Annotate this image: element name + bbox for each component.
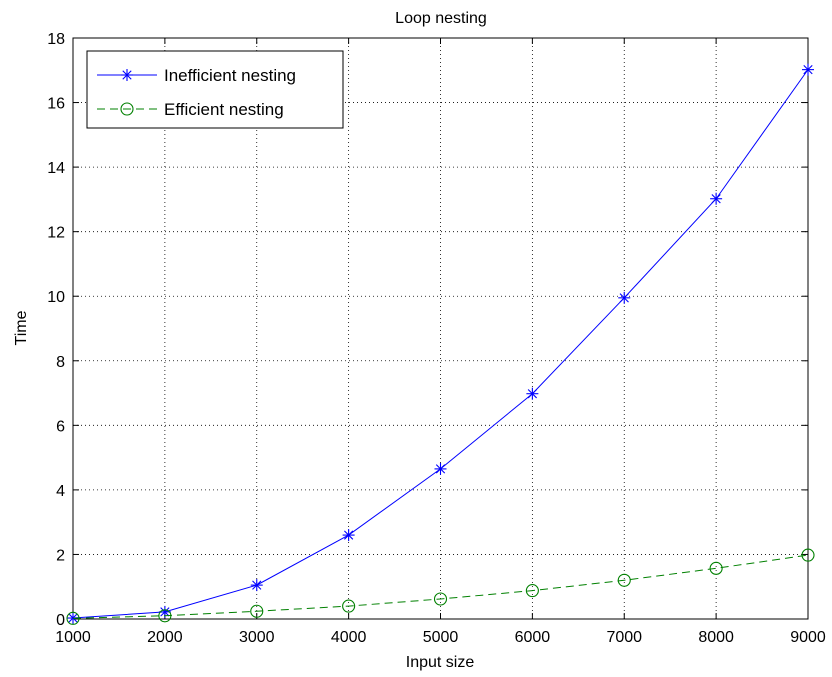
data-point: [802, 63, 814, 76]
data-point: [342, 529, 355, 542]
x-axis-label: Input size: [406, 654, 475, 671]
x-tick-label: 6000: [515, 629, 551, 646]
series-line: [72, 554, 809, 619]
series-line: [72, 69, 809, 619]
x-tick-label: 2000: [147, 629, 183, 646]
legend-entry: Inefficient nesting: [97, 66, 296, 85]
y-tick-label: 16: [47, 96, 65, 113]
axis-ticks: 1000 2000 3000 4000 5000 6000 7000 8000 9000 0 2 4 6…: [47, 31, 826, 646]
data-point: [710, 192, 723, 205]
y-axis-label: Time: [13, 310, 30, 345]
y-tick-label: 10: [47, 289, 65, 306]
data-point: [66, 611, 80, 625]
y-tick-label: 0: [56, 612, 65, 629]
data-point: [250, 579, 263, 592]
series-1: [67, 63, 814, 625]
legend-box: [86, 50, 344, 129]
legend: Inefficient nesting Efficient nesting: [86, 50, 344, 129]
legend-label: Efficient nesting: [164, 100, 284, 119]
y-tick-label: 8: [56, 354, 65, 371]
legend-label: Inefficient nesting: [164, 66, 296, 85]
x-tick-label: 7000: [606, 629, 642, 646]
data-point: [801, 548, 815, 562]
data-point: [434, 462, 447, 475]
x-tick-label: 1000: [55, 629, 91, 646]
y-tick-label: 2: [56, 547, 65, 564]
y-tick-label: 14: [47, 160, 65, 177]
legend-swatch-marker: [120, 102, 134, 116]
data-point: [250, 604, 264, 618]
data-point: [709, 561, 723, 575]
data-point: [433, 592, 448, 606]
data-point: [342, 599, 356, 613]
x-tick-label: 8000: [698, 629, 734, 646]
x-tick-label: 4000: [331, 629, 367, 646]
y-tick-label: 12: [47, 225, 65, 242]
x-tick-label: 9000: [790, 629, 826, 646]
data-point: [158, 609, 172, 623]
data-point: [525, 584, 539, 598]
chart-title: Loop nesting: [395, 10, 487, 27]
legend-entry: Efficient nesting: [97, 100, 284, 119]
y-tick-label: 4: [56, 483, 65, 500]
data-point: [618, 291, 631, 304]
legend-swatch-marker: [121, 69, 133, 81]
x-tick-label: 5000: [423, 629, 459, 646]
y-tick-label: 6: [56, 418, 65, 435]
y-tick-label: 18: [47, 31, 65, 48]
series-2: [66, 548, 815, 625]
x-tick-label: 3000: [239, 629, 275, 646]
data-point: [617, 573, 631, 587]
data-point: [526, 387, 539, 400]
series-layer: [66, 63, 815, 625]
